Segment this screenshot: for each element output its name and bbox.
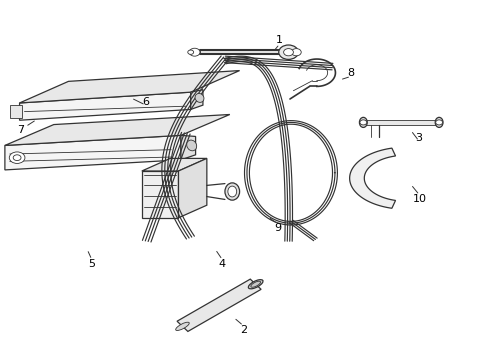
Ellipse shape <box>224 183 239 200</box>
Ellipse shape <box>186 140 196 151</box>
Polygon shape <box>178 158 206 218</box>
Circle shape <box>359 120 366 125</box>
Circle shape <box>435 120 442 125</box>
Polygon shape <box>142 171 178 218</box>
Text: 2: 2 <box>240 325 246 336</box>
Ellipse shape <box>175 322 189 330</box>
Ellipse shape <box>250 281 260 287</box>
Polygon shape <box>199 50 280 54</box>
Polygon shape <box>5 135 181 170</box>
Ellipse shape <box>434 117 442 127</box>
Text: 3: 3 <box>415 132 422 143</box>
Circle shape <box>278 45 298 59</box>
Ellipse shape <box>227 186 236 197</box>
Ellipse shape <box>195 94 203 102</box>
Text: 4: 4 <box>219 258 225 269</box>
Polygon shape <box>364 120 437 125</box>
Text: 9: 9 <box>274 222 281 233</box>
Polygon shape <box>142 158 206 171</box>
Circle shape <box>9 152 25 163</box>
Polygon shape <box>5 114 229 145</box>
Text: 6: 6 <box>142 96 149 107</box>
Polygon shape <box>181 135 195 160</box>
Circle shape <box>13 155 21 161</box>
Ellipse shape <box>359 117 366 127</box>
Circle shape <box>187 50 193 54</box>
Polygon shape <box>10 105 22 118</box>
Polygon shape <box>349 148 395 208</box>
Polygon shape <box>190 90 203 109</box>
Ellipse shape <box>248 280 263 289</box>
Circle shape <box>283 49 293 56</box>
Text: 10: 10 <box>412 194 426 204</box>
Text: 5: 5 <box>88 258 95 269</box>
Circle shape <box>291 49 301 56</box>
Text: 8: 8 <box>347 68 354 78</box>
Polygon shape <box>20 92 190 120</box>
Polygon shape <box>20 71 239 103</box>
Text: 1: 1 <box>276 35 283 45</box>
Circle shape <box>189 48 200 56</box>
Polygon shape <box>177 279 261 332</box>
Text: 7: 7 <box>17 125 24 135</box>
